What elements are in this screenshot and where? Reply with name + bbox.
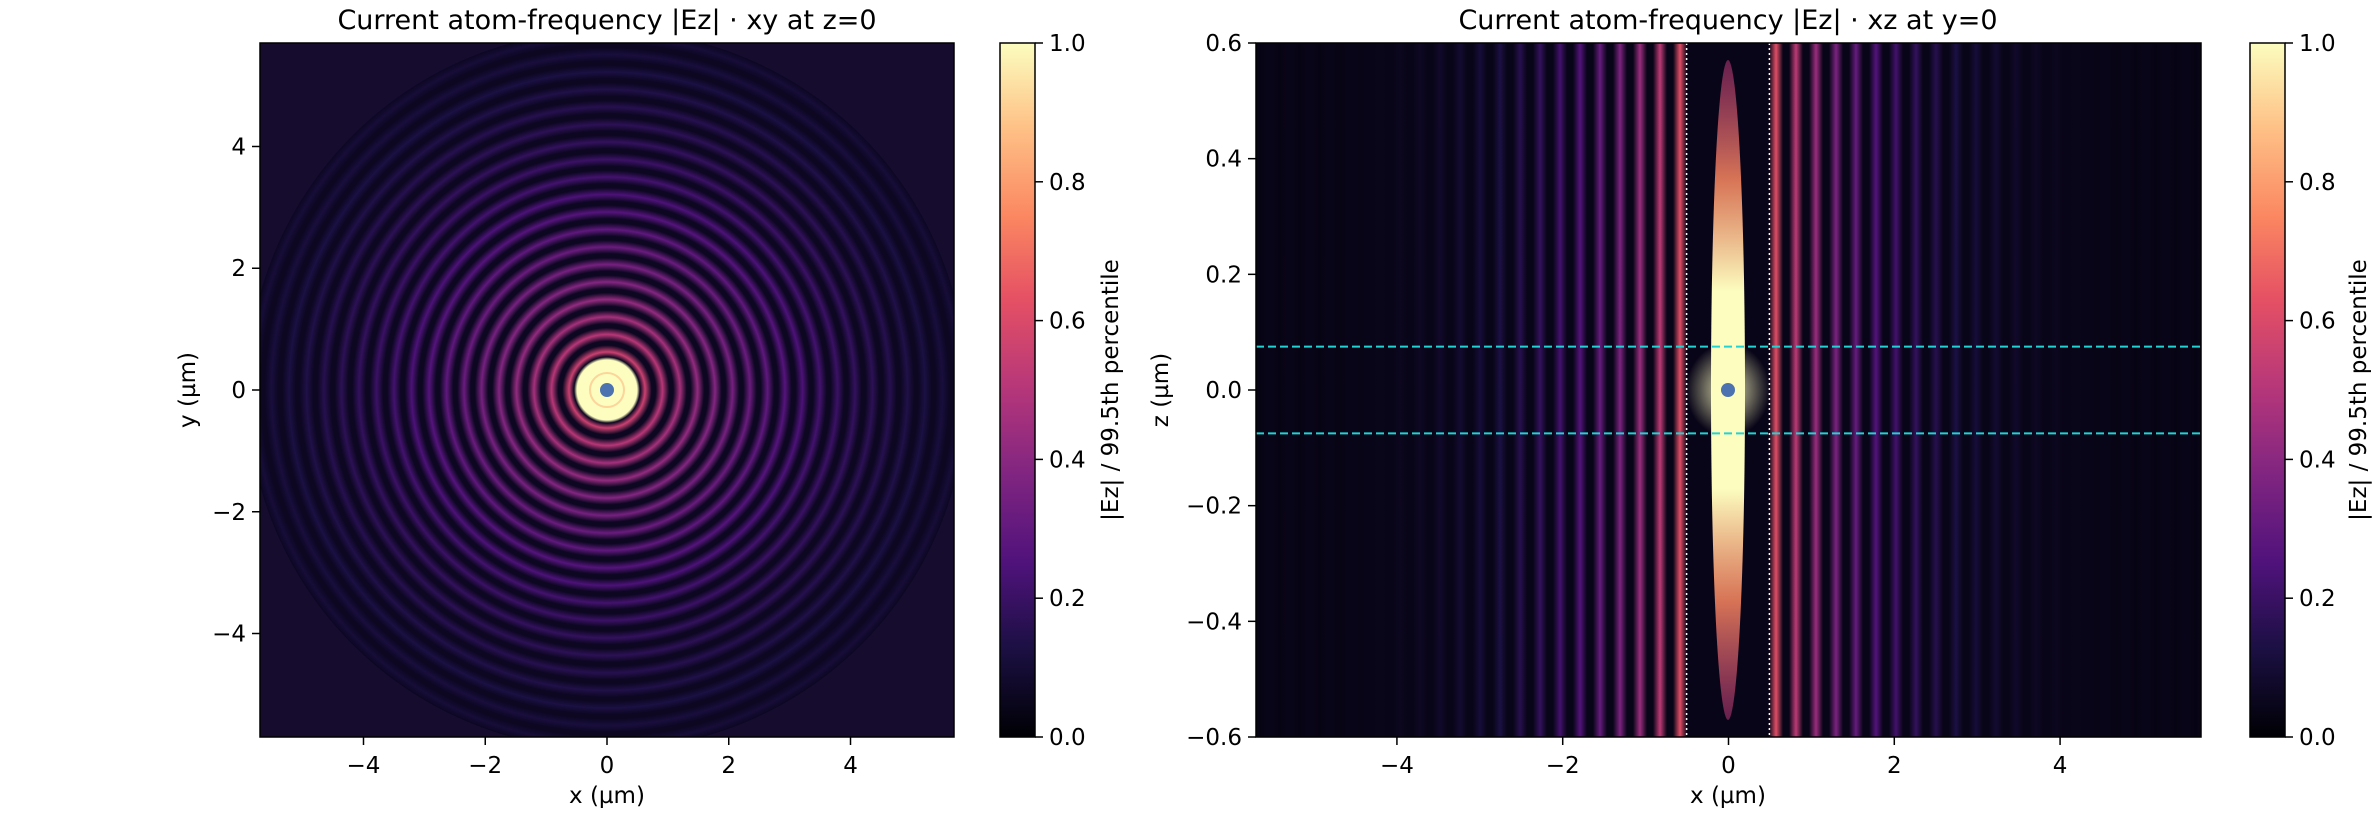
heatmap-xz <box>1256 43 2201 737</box>
xz-cbar-tick-label: 0.0 <box>2299 725 2336 751</box>
y-axis-label-xy: y (µm) <box>175 352 201 428</box>
xz-xtick-label: −4 <box>1380 753 1414 779</box>
xz-xtick-label: −2 <box>1546 753 1580 779</box>
xy-xtick-label: −4 <box>347 753 381 779</box>
colorbar-xy: 0.0 0.2 0.4 0.6 0.8 1.0 |Ez| / 99.5th percent… <box>999 31 1124 751</box>
xy-ytick-label: −2 <box>212 500 246 526</box>
xz-ytick-label: −0.6 <box>1186 725 1242 751</box>
panel-xz: Current atom-frequency |Ez| · xz at y=0 … <box>1148 5 2372 809</box>
xz-ytick-label: 0.2 <box>1205 262 1242 288</box>
xy-cbar-tick-label: 0.6 <box>1049 309 1086 335</box>
atom-marker-xz <box>1721 383 1735 397</box>
xy-xtick-label: −2 <box>468 753 502 779</box>
xz-ytick-label: −0.2 <box>1186 494 1242 520</box>
atom-marker-xy <box>600 383 614 397</box>
xz-ytick-label: 0.0 <box>1205 378 1242 404</box>
colorbar-label-xz: |Ez| / 99.5th percentile <box>2346 259 2372 521</box>
xy-ytick-label: 0 <box>231 378 246 404</box>
colorbar-xz: 0.0 0.2 0.4 0.6 0.8 1.0 |Ez| / 99.5th percent… <box>2249 31 2372 751</box>
heatmap-xy <box>260 43 954 737</box>
xz-ytick-label: 0.4 <box>1205 147 1242 173</box>
z-axis-label-xz: z (µm) <box>1148 353 1174 427</box>
colorbar-ticks-xy: 0.0 0.2 0.4 0.6 0.8 1.0 <box>1035 31 1086 751</box>
chart-title-xy: Current atom-frequency |Ez| · xy at z=0 <box>337 5 876 36</box>
xy-ytick-label: 4 <box>231 134 246 160</box>
xz-xtick-label: 0 <box>1721 753 1736 779</box>
x-axis-label-xz: x (µm) <box>1690 783 1766 809</box>
xy-cbar-tick-label: 0.8 <box>1049 170 1086 196</box>
xy-ytick-label: −4 <box>212 622 246 648</box>
xy-xtick-label: 2 <box>721 753 736 779</box>
xz-cbar-tick-label: 0.2 <box>2299 586 2336 612</box>
xz-cbar-tick-label: 1.0 <box>2299 31 2336 57</box>
xy-cbar-tick-label: 1.0 <box>1049 31 1086 57</box>
xy-cbar-tick-label: 0.0 <box>1049 725 1086 751</box>
chart-title-xz: Current atom-frequency |Ez| · xz at y=0 <box>1458 5 1997 36</box>
axis-ticks-xz: −4 −2 0 2 4 −0.6 −0.4 −0.2 0.0 0.2 0.4 0.6 <box>1186 31 2202 779</box>
axis-ticks-xy: −4 −2 0 2 4 −4 −2 0 2 4 <box>212 42 955 779</box>
xy-xtick-label: 0 <box>600 753 615 779</box>
colorbar-label-xy: |Ez| / 99.5th percentile <box>1098 259 1124 521</box>
xy-cbar-tick-label: 0.2 <box>1049 586 1086 612</box>
panel-xy: Current atom-frequency |Ez| · xy at z=0 … <box>175 5 1124 809</box>
xy-xtick-label: 4 <box>843 753 858 779</box>
xy-ytick-label: 2 <box>231 256 246 282</box>
xy-cbar-tick-label: 0.4 <box>1049 447 1086 473</box>
xz-ytick-label: −0.4 <box>1186 609 1242 635</box>
xz-xtick-label: 2 <box>1887 753 1902 779</box>
colorbar-xy-gradient <box>999 42 1036 738</box>
colorbar-xz-gradient <box>2249 42 2286 738</box>
xz-cbar-tick-label: 0.8 <box>2299 170 2336 196</box>
x-axis-label-xy: x (µm) <box>569 783 645 809</box>
xz-xtick-label: 4 <box>2053 753 2068 779</box>
xz-cbar-tick-label: 0.4 <box>2299 447 2336 473</box>
xz-ytick-label: 0.6 <box>1205 31 1242 57</box>
xz-cbar-tick-label: 0.6 <box>2299 309 2336 335</box>
colorbar-ticks-xz: 0.0 0.2 0.4 0.6 0.8 1.0 <box>2285 31 2336 751</box>
core-inner-ring <box>589 372 625 408</box>
